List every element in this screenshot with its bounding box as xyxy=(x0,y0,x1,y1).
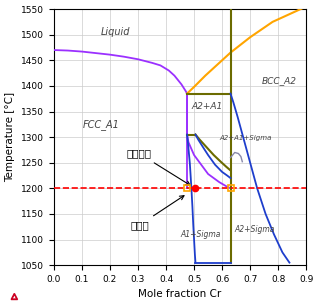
Text: A2+A1+Sigma: A2+A1+Sigma xyxy=(220,135,272,141)
Text: BCC_A2: BCC_A2 xyxy=(261,76,296,85)
Text: FCC_A1: FCC_A1 xyxy=(83,119,120,130)
Text: A2+Sigma: A2+Sigma xyxy=(234,225,275,234)
Text: 相境界: 相境界 xyxy=(130,196,184,230)
Text: Liquid: Liquid xyxy=(101,27,130,37)
Y-axis label: Temperature [°C]: Temperature [°C] xyxy=(5,92,16,182)
Text: 合金組成: 合金組成 xyxy=(127,149,190,185)
Text: A1+Sigma: A1+Sigma xyxy=(180,230,221,239)
X-axis label: Mole fraction Cr: Mole fraction Cr xyxy=(138,289,222,300)
Text: A2+A1: A2+A1 xyxy=(191,102,222,111)
